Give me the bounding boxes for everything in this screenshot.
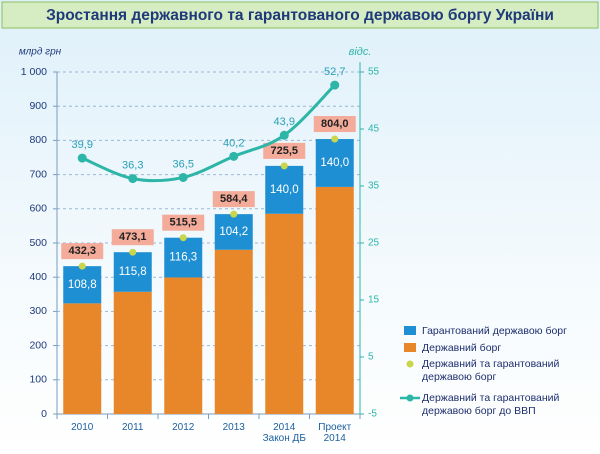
- total-label: 804,0: [321, 118, 349, 130]
- y2-axis-label: відс.: [349, 46, 372, 58]
- y-tick-label: 800: [29, 134, 47, 146]
- y-tick-label: 0: [41, 408, 47, 420]
- legend-swatch: [404, 326, 416, 335]
- bar-segment: [315, 186, 354, 414]
- segment-label: 140,0: [270, 184, 299, 196]
- y2-tick-label: 5: [368, 352, 374, 363]
- total-label-box: [263, 142, 306, 159]
- line-marker: [279, 130, 289, 140]
- x-tick-label: 2010: [71, 422, 94, 433]
- total-marker: [129, 248, 137, 256]
- bar-segment: [164, 237, 203, 278]
- line-marker: [229, 151, 239, 161]
- x-tick-label: 2013: [222, 422, 245, 433]
- segment-label: 108,8: [68, 279, 97, 291]
- bar-segment: [113, 252, 152, 292]
- legend-label: Державний борг: [422, 342, 502, 354]
- bar-segment: [214, 214, 253, 250]
- total-label: 584,4: [220, 193, 248, 205]
- total-label-box: [212, 191, 255, 208]
- legend-swatch: [406, 360, 414, 368]
- line-marker: [330, 80, 340, 90]
- segment-label: 140,0: [320, 157, 349, 169]
- line-label: 36,3: [122, 159, 143, 171]
- line-marker: [77, 153, 87, 163]
- bar-segment: [113, 291, 152, 414]
- bar-segment: [265, 165, 304, 214]
- legend-label: Державний та гарантований державою борг: [422, 358, 560, 383]
- x-tick-label: 2014 Закон ДБ: [262, 422, 306, 444]
- total-label: 725,5: [270, 145, 298, 157]
- legend-swatch: [406, 394, 414, 402]
- y2-tick-label: 25: [368, 238, 380, 249]
- x-tick-label: 2012: [172, 422, 195, 433]
- total-marker: [78, 262, 86, 270]
- segment-label: 116,3: [169, 252, 197, 264]
- x-tick-label: 2011: [121, 422, 144, 433]
- legend-label: Державний та гарантований державою борг …: [422, 392, 560, 417]
- y-tick-label: 200: [29, 339, 47, 351]
- line-label: 40,2: [223, 137, 244, 149]
- total-marker: [179, 234, 187, 242]
- total-marker: [230, 210, 238, 218]
- total-label-box: [162, 214, 205, 231]
- total-label-box: [313, 116, 356, 133]
- y-tick-label: 100: [29, 374, 47, 386]
- line-label: 43,9: [274, 116, 295, 128]
- total-label: 432,3: [68, 245, 96, 257]
- line-label: 36,5: [173, 158, 194, 170]
- y2-tick-label: 35: [368, 181, 380, 192]
- bar-segment: [265, 213, 304, 414]
- y2-tick-label: 55: [368, 67, 380, 78]
- y-axis-label: млрд грн: [19, 47, 62, 58]
- y2-tick-label: -5: [368, 409, 377, 420]
- total-label: 515,5: [169, 217, 197, 229]
- bar-segment: [214, 249, 253, 414]
- bar-segment: [63, 266, 102, 304]
- y2-tick-label: 45: [368, 124, 380, 135]
- segment-label: 115,8: [119, 266, 147, 278]
- y-tick-label: 600: [29, 203, 47, 215]
- line-marker: [128, 174, 138, 184]
- bar-segment: [315, 139, 354, 187]
- chart-title: Зростання державного та гарантованого де…: [46, 7, 554, 24]
- legend-label: Гарантований державою борг: [422, 325, 567, 337]
- x-tick-label: Проект 2014: [318, 422, 352, 444]
- y-tick-label: 500: [29, 237, 47, 249]
- segment-label: 104,2: [219, 226, 248, 238]
- total-marker: [331, 135, 339, 143]
- y-tick-label: 900: [29, 100, 47, 112]
- y-tick-label: 1 000: [21, 66, 47, 78]
- bar-segment: [164, 277, 203, 414]
- total-label: 473,1: [119, 231, 147, 243]
- total-marker: [280, 162, 288, 170]
- legend-swatch: [404, 343, 416, 352]
- total-label-box: [61, 243, 104, 260]
- title-band: [1, 1, 599, 29]
- line-marker: [178, 172, 188, 182]
- total-label-box: [111, 229, 154, 246]
- line-label: 52,7: [324, 66, 345, 78]
- line-label: 39,9: [72, 139, 93, 151]
- y-tick-label: 300: [29, 305, 47, 317]
- y2-tick-label: 15: [368, 295, 380, 306]
- y-tick-label: 400: [29, 271, 47, 283]
- bar-segment: [63, 303, 102, 414]
- y-tick-label: 700: [29, 168, 47, 180]
